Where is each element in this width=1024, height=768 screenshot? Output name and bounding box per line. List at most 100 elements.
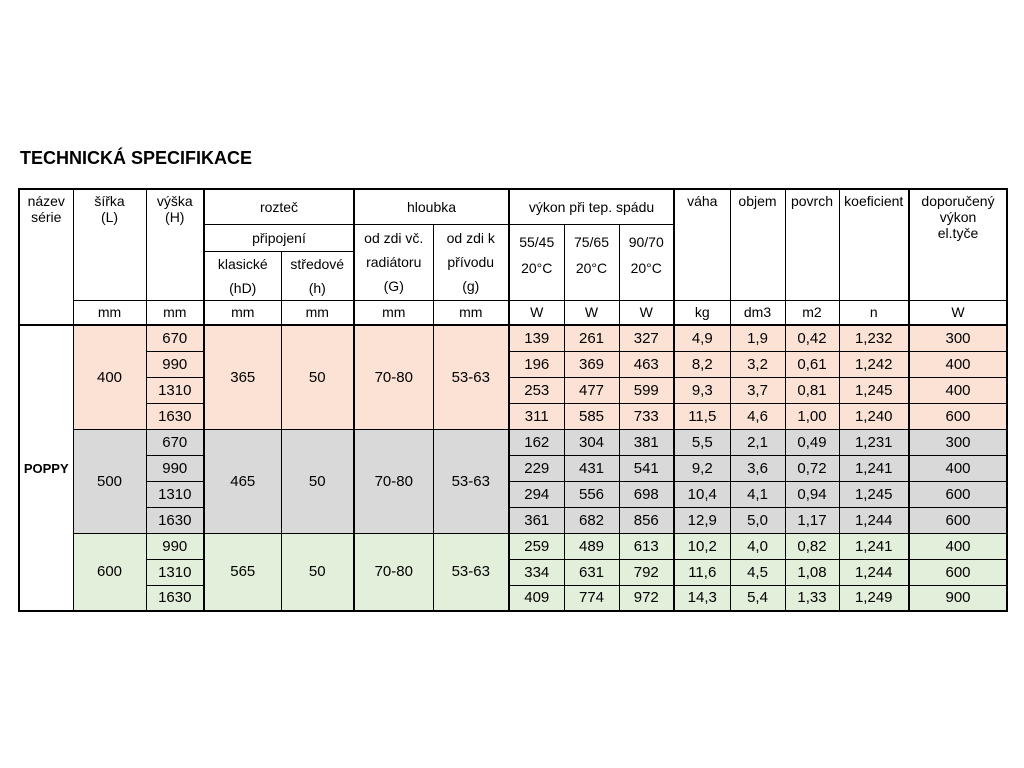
power-9070-cell: 972 bbox=[618, 584, 675, 612]
header-teplota-5545: 55/45 20°C bbox=[508, 223, 565, 301]
header-vaha: váha bbox=[673, 188, 731, 301]
volume-cell: 3,6 bbox=[729, 454, 786, 482]
recommended-power-cell: 400 bbox=[908, 350, 1008, 378]
header-klasicke: klasické (hD) bbox=[203, 250, 282, 301]
header-vyska: výška (H) bbox=[145, 188, 205, 301]
power-7565-cell: 261 bbox=[563, 324, 620, 352]
power-9070-cell: 698 bbox=[618, 480, 675, 508]
coefficient-cell: 1,245 bbox=[838, 376, 910, 404]
coefficient-cell: 1,245 bbox=[838, 480, 910, 508]
header-povrch: povrch bbox=[784, 188, 840, 301]
power-5545-cell: 334 bbox=[508, 558, 565, 586]
volume-cell: 1,9 bbox=[729, 324, 786, 352]
surface-cell: 1,17 bbox=[784, 506, 840, 534]
coefficient-cell: 1,244 bbox=[838, 558, 910, 586]
power-5545-cell: 409 bbox=[508, 584, 565, 612]
surface-cell: 0,42 bbox=[784, 324, 840, 352]
pitch-classic-cell: 565 bbox=[203, 532, 282, 612]
header-stredove: středové (h) bbox=[280, 250, 355, 301]
height-cell: 1630 bbox=[145, 584, 205, 612]
power-5545-cell: 311 bbox=[508, 402, 565, 430]
weight-cell: 9,2 bbox=[673, 454, 731, 482]
power-5545-cell: 294 bbox=[508, 480, 565, 508]
weight-cell: 4,9 bbox=[673, 324, 731, 352]
recommended-power-cell: 900 bbox=[908, 584, 1008, 612]
weight-cell: 10,2 bbox=[673, 532, 731, 560]
power-7565-cell: 556 bbox=[563, 480, 620, 508]
depth-g2-cell: 53-63 bbox=[432, 324, 510, 430]
spec-row-600-1630: 1630 409 774 972 14,3 5,4 1,33 1,249 900 bbox=[19, 584, 1008, 612]
volume-cell: 4,6 bbox=[729, 402, 786, 430]
header-units-row: mm mm mm mm mm mm W W W kg dm3 m2 n W bbox=[19, 299, 1008, 326]
spec-row-500-1630: 1630 361 682 856 12,9 5,0 1,17 1,244 600 bbox=[19, 506, 1008, 534]
header-doporuceny: doporučený výkon el.tyče bbox=[908, 188, 1008, 301]
volume-cell: 5,4 bbox=[729, 584, 786, 612]
unit-w1: W bbox=[508, 299, 565, 326]
surface-cell: 0,81 bbox=[784, 376, 840, 404]
power-9070-cell: 541 bbox=[618, 454, 675, 482]
spec-row-400-990: 990 196 369 463 8,2 3,2 0,61 1,242 400 bbox=[19, 350, 1008, 378]
power-5545-cell: 361 bbox=[508, 506, 565, 534]
recommended-power-cell: 400 bbox=[908, 454, 1008, 482]
weight-cell: 11,6 bbox=[673, 558, 731, 586]
spec-row-500-990: 990 229 431 541 9,2 3,6 0,72 1,241 400 bbox=[19, 454, 1008, 482]
pitch-center-cell: 50 bbox=[280, 428, 355, 534]
height-cell: 990 bbox=[145, 350, 205, 378]
surface-cell: 1,00 bbox=[784, 402, 840, 430]
recommended-power-cell: 600 bbox=[908, 558, 1008, 586]
coefficient-cell: 1,231 bbox=[838, 428, 910, 456]
surface-cell: 0,82 bbox=[784, 532, 840, 560]
header-objem: objem bbox=[729, 188, 786, 301]
power-9070-cell: 792 bbox=[618, 558, 675, 586]
weight-cell: 5,5 bbox=[673, 428, 731, 456]
spec-row-600-1310: 1310 334 631 792 11,6 4,5 1,08 1,244 600 bbox=[19, 558, 1008, 586]
power-7565-cell: 369 bbox=[563, 350, 620, 378]
height-cell: 670 bbox=[145, 324, 205, 352]
recommended-power-cell: 600 bbox=[908, 480, 1008, 508]
width-cell: 400 bbox=[72, 324, 147, 430]
page-title: TECHNICKÁ SPECIFIKACE bbox=[20, 148, 253, 168]
pitch-center-cell: 50 bbox=[280, 324, 355, 430]
surface-cell: 0,72 bbox=[784, 454, 840, 482]
spec-row-500-670: 500 670 465 50 70-80 53-63 162 304 381 5,5 2,1 0,49… bbox=[19, 428, 1008, 534]
spec-row-400-1310: 1310 253 477 599 9,3 3,7 0,81 1,245 400 bbox=[19, 376, 1008, 404]
weight-cell: 11,5 bbox=[673, 402, 731, 430]
recommended-power-cell: 300 bbox=[908, 428, 1008, 456]
volume-cell: 2,1 bbox=[729, 428, 786, 456]
volume-cell: 4,0 bbox=[729, 532, 786, 560]
spec-row-600-990: 600 990 565 50 70-80 53-63 259 489 613 10,2 4,0 0,8… bbox=[19, 532, 1008, 612]
unit-koef: n bbox=[838, 299, 910, 326]
weight-cell: 14,3 bbox=[673, 584, 731, 612]
unit-klasicke: mm bbox=[203, 299, 282, 326]
header-pripojeni: připojení bbox=[203, 223, 355, 252]
depth-g2-cell: 53-63 bbox=[432, 532, 510, 612]
table-body: POPPY 400 670 365 50 70-80 53-63 139 261 327 4,9 1,… bbox=[18, 324, 1008, 612]
header-sirka: šířka (L) bbox=[72, 188, 147, 301]
unit-w3: W bbox=[618, 299, 675, 326]
coefficient-cell: 1,241 bbox=[838, 532, 910, 560]
weight-cell: 9,3 bbox=[673, 376, 731, 404]
surface-cell: 0,61 bbox=[784, 350, 840, 378]
volume-cell: 4,5 bbox=[729, 558, 786, 586]
power-9070-cell: 463 bbox=[618, 350, 675, 378]
power-7565-cell: 682 bbox=[563, 506, 620, 534]
volume-cell: 5,0 bbox=[729, 506, 786, 534]
power-7565-cell: 631 bbox=[563, 558, 620, 586]
volume-cell: 4,1 bbox=[729, 480, 786, 508]
depth-g-cell: 70-80 bbox=[353, 324, 434, 430]
power-5545-cell: 259 bbox=[508, 532, 565, 560]
height-cell: 1310 bbox=[145, 376, 205, 404]
header-vykon: výkon při tep. spádu bbox=[508, 188, 675, 225]
coefficient-cell: 1,249 bbox=[838, 584, 910, 612]
header-od-zdi-k: od zdi k přívodu (g) bbox=[432, 223, 510, 301]
height-cell: 1310 bbox=[145, 480, 205, 508]
surface-cell: 1,33 bbox=[784, 584, 840, 612]
power-9070-cell: 613 bbox=[618, 532, 675, 560]
unit-stredove: mm bbox=[280, 299, 355, 326]
power-7565-cell: 489 bbox=[563, 532, 620, 560]
coefficient-cell: 1,241 bbox=[838, 454, 910, 482]
unit-sirka: mm bbox=[72, 299, 147, 326]
width-cell: 600 bbox=[72, 532, 147, 612]
power-9070-cell: 599 bbox=[618, 376, 675, 404]
power-7565-cell: 585 bbox=[563, 402, 620, 430]
